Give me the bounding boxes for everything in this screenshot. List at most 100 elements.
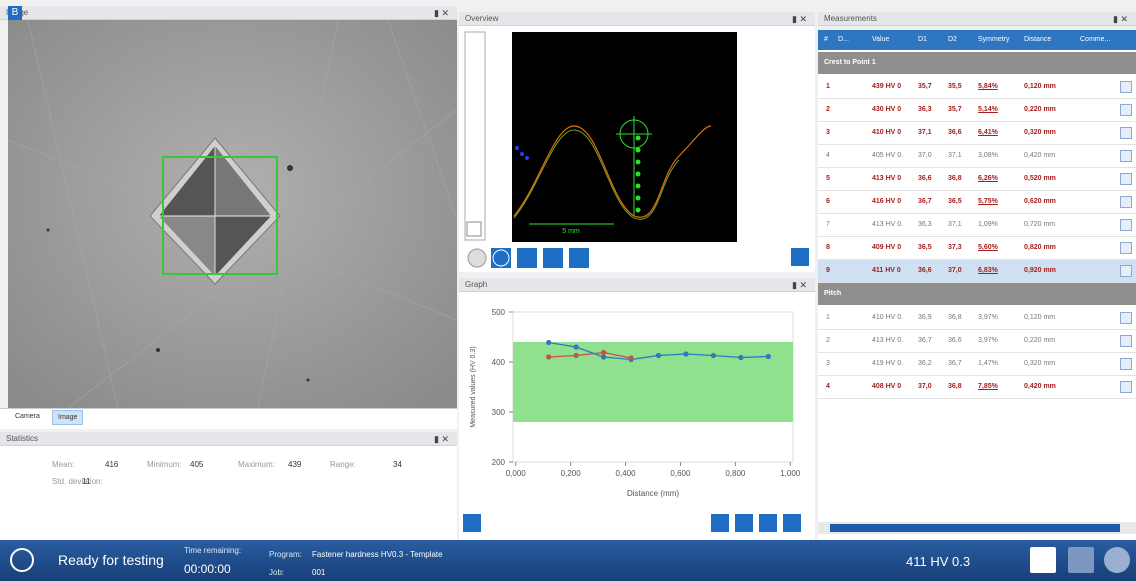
table-row[interactable] [818, 237, 1136, 260]
cell: 0,520 mm [1024, 175, 1056, 182]
table-row[interactable] [818, 260, 1136, 283]
data-point [738, 355, 743, 360]
cell: 3 [826, 129, 830, 136]
data-point [546, 354, 551, 359]
table-row[interactable] [818, 168, 1136, 191]
cell: 5,75% [978, 198, 998, 205]
table-row[interactable] [818, 307, 1136, 330]
cell: 35,7 [918, 83, 932, 90]
graph: 2003004005000,0000,2000,4000,6000,8001,0… [459, 292, 815, 540]
cell: 36,8 [948, 314, 962, 321]
table-row[interactable] [818, 122, 1136, 145]
column-header[interactable]: D1 [918, 36, 927, 43]
cell: 36,3 [918, 106, 932, 113]
cell: 0,120 mm [1024, 83, 1056, 90]
cell: 3,97% [978, 337, 998, 344]
cell: 3 [826, 360, 830, 367]
scrollbar[interactable] [818, 522, 1136, 534]
table-row[interactable] [818, 99, 1136, 122]
panel-controls[interactable]: ▮ ✕ [792, 12, 807, 26]
cell: 409 HV 0 [872, 244, 901, 251]
data-point [628, 355, 633, 360]
cell: 9 [826, 267, 830, 274]
cell: 36,8 [948, 383, 962, 390]
row-icon[interactable] [1120, 219, 1132, 231]
cell: 413 HV 0. [872, 337, 903, 344]
column-header[interactable]: D2 [948, 36, 957, 43]
program-value: Fastener hardness HV0.3 - Template [312, 550, 443, 559]
panel-title: Overview [465, 14, 498, 23]
cell: 416 HV 0 [872, 198, 901, 205]
cell: 0,720 mm [1024, 221, 1055, 228]
row-icon[interactable] [1120, 173, 1132, 185]
row-icon[interactable] [1120, 381, 1132, 393]
status-text: Ready for testing [58, 552, 164, 568]
panel-controls[interactable]: ▮ ✕ [434, 432, 449, 446]
row-icon[interactable] [1120, 335, 1132, 347]
cell: 6,26% [978, 175, 998, 182]
cell: 5 [826, 175, 830, 182]
table-row[interactable] [818, 145, 1136, 168]
graph-button[interactable] [783, 514, 801, 532]
tab[interactable]: Camera [10, 410, 45, 423]
table-row[interactable] [818, 76, 1136, 99]
row-icon[interactable] [1120, 358, 1132, 370]
table-row[interactable] [818, 376, 1136, 399]
graph-button[interactable] [759, 514, 777, 532]
graph-button[interactable] [463, 514, 481, 532]
panel-controls[interactable]: ▮ ✕ [434, 6, 449, 20]
cell: 413 HV 0 [872, 175, 901, 182]
cell: 1 [826, 314, 830, 321]
column-header[interactable]: Symmetry [978, 36, 1010, 43]
row-icon[interactable] [1120, 265, 1132, 277]
data-point [656, 353, 661, 358]
group-row [818, 283, 1136, 305]
panel-header: Graph▮ ✕ [459, 278, 815, 292]
time-label: Time remaining: [184, 546, 241, 555]
row-icon[interactable] [1120, 196, 1132, 208]
cell: 37,1 [948, 221, 962, 228]
y-tick-label: 400 [492, 358, 506, 367]
start-button[interactable] [1030, 547, 1056, 573]
table-row[interactable] [818, 353, 1136, 376]
column-header[interactable]: Value [872, 36, 889, 43]
row-icon[interactable] [1120, 312, 1132, 324]
cell: 37,1 [948, 152, 962, 159]
row-icon[interactable] [1120, 127, 1132, 139]
table-row[interactable] [818, 214, 1136, 237]
stat-value: 34 [393, 460, 402, 469]
stat-value: 439 [288, 460, 301, 469]
overview-view: 5 mm [459, 26, 815, 272]
column-header[interactable]: Distance [1024, 36, 1051, 43]
row-icon[interactable] [1120, 150, 1132, 162]
graph-button[interactable] [711, 514, 729, 532]
tab[interactable]: Image [52, 410, 83, 425]
cell: 7,85% [978, 383, 998, 390]
app-window: Image▮ ✕ B Statistics▮ ✕ Overview▮ ✕ 5 m… [0, 0, 1136, 581]
cell: 37,3 [948, 244, 962, 251]
cell: 36,6 [948, 129, 962, 136]
cell: 4 [826, 152, 830, 159]
panel-controls[interactable]: ▮ ✕ [792, 278, 807, 292]
program-label: Program: [269, 550, 302, 559]
tolerance-band [513, 342, 793, 422]
graph-button[interactable] [735, 514, 753, 532]
lower-button[interactable] [1068, 547, 1094, 573]
cell: 419 HV 0. [872, 360, 903, 367]
column-header[interactable]: D... [838, 36, 849, 43]
cell: 0,820 mm [1024, 244, 1056, 251]
table-row[interactable] [818, 191, 1136, 214]
row-icon[interactable] [1120, 81, 1132, 93]
stat-value: 416 [105, 460, 118, 469]
row-icon[interactable] [1120, 242, 1132, 254]
column-header[interactable]: # [824, 36, 828, 43]
row-icon[interactable] [1120, 104, 1132, 116]
panel-controls[interactable]: ▮ ✕ [1113, 12, 1128, 26]
cell: 37,0 [948, 267, 962, 274]
job-label: Job: [269, 568, 284, 577]
pause-button[interactable] [1104, 547, 1130, 573]
column-header[interactable]: Comme... [1080, 36, 1110, 43]
table-row[interactable] [818, 330, 1136, 353]
cell: 0,120 mm [1024, 314, 1055, 321]
cell: 0,220 mm [1024, 106, 1056, 113]
